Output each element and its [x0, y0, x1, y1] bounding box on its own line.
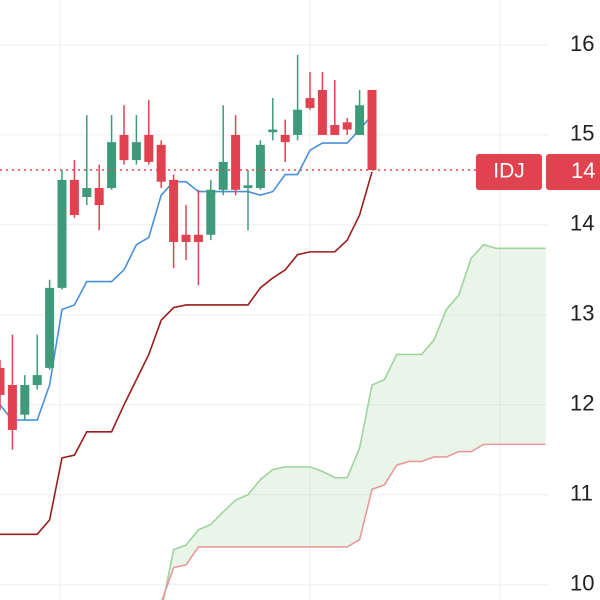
y-tick-label: 14: [570, 211, 594, 236]
candle-body: [268, 129, 278, 133]
candle-body: [94, 188, 104, 206]
symbol-badge: [476, 154, 542, 190]
candle-body: [119, 134, 129, 161]
candle-body: [181, 234, 191, 242]
candle-body: [107, 142, 117, 189]
candle-body: [169, 179, 179, 242]
span-b: [161, 443, 546, 600]
price-label: 14: [571, 158, 595, 183]
candle-body: [7, 385, 17, 430]
y-tick-label: 15: [570, 121, 594, 146]
symbol-label: IDJ: [493, 160, 525, 183]
candle-body: [0, 367, 5, 395]
candle-body: [231, 134, 241, 190]
candle-body: [32, 375, 42, 386]
y-tick-label: 10: [570, 571, 594, 596]
candle-body: [82, 188, 92, 198]
price-badge: [546, 154, 600, 190]
candle-body: [144, 134, 154, 162]
candle-body: [305, 98, 315, 108]
candle-body: [243, 185, 253, 189]
candle-body: [45, 287, 55, 368]
candle-body: [20, 385, 30, 415]
y-tick-label: 16: [570, 31, 594, 56]
candle-body: [57, 179, 67, 288]
y-tick-label: 13: [570, 301, 594, 326]
candle-body: [355, 105, 365, 135]
candle-body: [317, 89, 327, 135]
candle-body: [131, 142, 141, 161]
candle-body: [255, 144, 265, 189]
candle-body: [69, 179, 79, 215]
candle-body: [218, 161, 228, 190]
candle-body: [293, 109, 303, 135]
candle-body: [156, 144, 166, 182]
candle-body: [206, 189, 216, 235]
cloud: [162, 244, 546, 600]
span-a: [162, 243, 546, 600]
y-tick-label: 11: [570, 481, 593, 506]
candle-body: [367, 89, 377, 171]
candle-body: [280, 134, 290, 143]
indicator-line: [0, 114, 373, 421]
candle-body: [342, 122, 352, 130]
candle-body: [193, 234, 203, 242]
candle-body: [330, 125, 340, 135]
indicator-line: [0, 171, 373, 536]
y-tick-label: 12: [570, 391, 594, 416]
